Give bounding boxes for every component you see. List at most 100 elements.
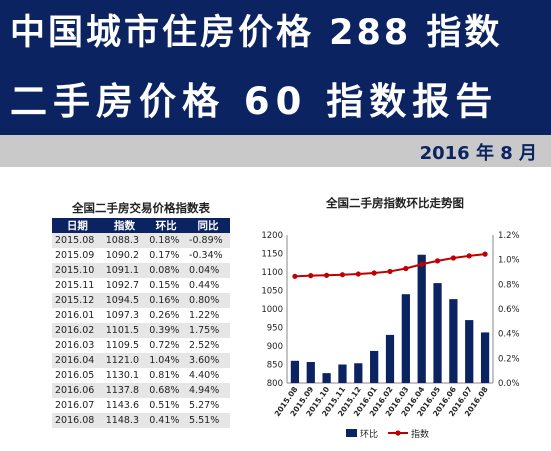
cell-index: 1109.5 <box>102 338 147 353</box>
table-title: 全国二手房交易价格指数表 <box>72 201 210 215</box>
cell-date: 2015.10 <box>52 263 103 278</box>
bar-mom <box>465 320 474 383</box>
cell-index: 1091.1 <box>102 263 147 278</box>
index-point <box>434 258 441 264</box>
bar-mom <box>290 360 300 383</box>
y-right-tick-label: 0.4% <box>498 330 520 340</box>
y-right-tick-label: 0.6% <box>498 305 520 315</box>
cell-yoy: 0.80% <box>186 293 230 308</box>
cell-yoy: 1.22% <box>186 308 230 323</box>
y-left-tick-label: 1100 <box>261 268 283 278</box>
cell-index: 1121.0 <box>102 353 147 368</box>
legend-index-marker <box>395 430 401 436</box>
table-row: 2016.08 1148.3 0.41% 5.51% <box>52 413 230 428</box>
cell-date: 2015.09 <box>52 248 103 263</box>
cell-yoy: 0.44% <box>186 278 230 293</box>
header-mom: 环比 <box>146 218 187 233</box>
bar-mom <box>417 254 426 383</box>
bar-mom <box>338 364 347 383</box>
cell-index: 1090.2 <box>102 248 147 263</box>
cell-yoy: 4.40% <box>186 368 230 383</box>
y-left-tick-label: 1200 <box>261 231 283 241</box>
cell-yoy: 5.51% <box>186 413 230 428</box>
cell-index: 1094.5 <box>102 293 147 308</box>
report-title-line2: 二手房价格 60 指数报告 <box>10 80 499 123</box>
header-index: 指数 <box>102 218 147 233</box>
cell-date: 2016.07 <box>52 398 103 413</box>
legend-mom-swatch <box>346 429 357 437</box>
cell-mom: 0.18% <box>146 233 187 248</box>
y-right-tick-label: 0.2% <box>498 354 520 364</box>
table-row: 2016.05 1130.1 0.81% 4.40% <box>52 368 230 383</box>
y-left-tick-label: 1150 <box>261 250 283 260</box>
index-point <box>339 272 346 278</box>
bar-mom <box>322 373 331 383</box>
table-row: 2016.02 1101.5 0.39% 1.75% <box>52 323 230 338</box>
y-left-tick-label: 900 <box>267 342 283 352</box>
table-row: 2015.09 1090.2 0.17% -0.34% <box>52 248 230 263</box>
index-table: 日期 指数 环比 同比 2015.08 1088.3 0.18% -0.89% 2015… <box>52 218 230 428</box>
cell-date: 2016.03 <box>52 338 103 353</box>
cell-date: 2016.04 <box>52 353 103 368</box>
bar-mom <box>306 362 315 383</box>
cell-mom: 0.16% <box>146 293 187 308</box>
y-left-tick-label: 800 <box>267 379 283 389</box>
date-bar: 2016 年 8 月 <box>0 135 551 167</box>
table-row: 2015.08 1088.3 0.18% -0.89% <box>52 233 230 248</box>
cell-yoy: 2.52% <box>186 338 230 353</box>
bar-mom <box>433 283 442 383</box>
cell-yoy: 0.04% <box>186 263 230 278</box>
index-point <box>419 261 425 267</box>
cell-yoy: 4.94% <box>186 383 230 398</box>
y-right-tick-label: 0.8% <box>498 280 520 290</box>
bar-mom <box>385 334 395 383</box>
y-right-tick-label: 1.0% <box>498 256 520 266</box>
index-table-section: 全国二手房交易价格指数表 日期 指数 环比 同比 2015.08 1088.3 0.… <box>52 198 230 428</box>
trend-chart: 全国二手房指数环比走势图 800 850 900 950 1000 1050 1100 115… <box>250 193 550 447</box>
table-row: 2015.12 1094.5 0.16% 0.80% <box>52 293 230 308</box>
cell-index: 1137.8 <box>102 383 147 398</box>
report-title-line1: 中国城市住房价格 288 指数 <box>10 13 503 53</box>
chart-svg: 800 850 900 950 1000 1050 1100 1150 1200 0.0% 0.2%… <box>261 231 520 440</box>
table-row: 2016.07 1143.6 0.51% 5.27% <box>52 398 230 413</box>
cell-date: 2016.08 <box>52 413 103 428</box>
bar-mom <box>354 363 363 383</box>
cell-yoy: -0.34% <box>186 248 230 263</box>
y-left-tick-label: 1050 <box>261 287 283 297</box>
y-right-tick-label: 1.2% <box>498 231 520 241</box>
index-point <box>403 265 409 272</box>
cell-index: 1088.3 <box>102 233 147 248</box>
bar-mom <box>401 294 410 383</box>
cell-date: 2016.01 <box>52 308 103 323</box>
bar-mom <box>480 332 490 383</box>
table-row: 2016.01 1097.3 0.26% 1.22% <box>52 308 230 323</box>
cell-mom: 0.68% <box>146 383 187 398</box>
cell-index: 1143.6 <box>102 398 147 413</box>
header-yoy: 同比 <box>186 218 230 233</box>
cell-date: 2015.11 <box>52 278 103 293</box>
y-right-tick-label: 0.0% <box>498 379 520 389</box>
bar-mom <box>449 299 458 383</box>
cell-date: 2016.05 <box>52 368 103 383</box>
index-point <box>355 271 361 277</box>
index-point <box>292 273 298 279</box>
index-point <box>308 273 314 279</box>
index-point <box>482 251 488 257</box>
index-point <box>466 253 472 259</box>
cell-index: 1101.5 <box>102 323 147 338</box>
legend-mom-label: 环比 <box>360 428 378 440</box>
index-point <box>450 255 456 261</box>
cell-mom: 0.15% <box>146 278 187 293</box>
index-point <box>387 268 393 275</box>
cell-mom: 0.41% <box>146 413 187 428</box>
y-left-tick-label: 850 <box>267 361 283 371</box>
header-date: 日期 <box>52 218 103 233</box>
index-point <box>371 270 377 276</box>
bar-mom <box>370 350 379 383</box>
cell-yoy: -0.89% <box>186 233 230 248</box>
table-row: 2016.06 1137.8 0.68% 4.94% <box>52 383 230 398</box>
cell-date: 2016.06 <box>52 383 103 398</box>
chart-title: 全国二手房指数环比走势图 <box>326 196 464 210</box>
cell-yoy: 3.60% <box>186 353 230 368</box>
cell-yoy: 1.75% <box>186 323 230 338</box>
